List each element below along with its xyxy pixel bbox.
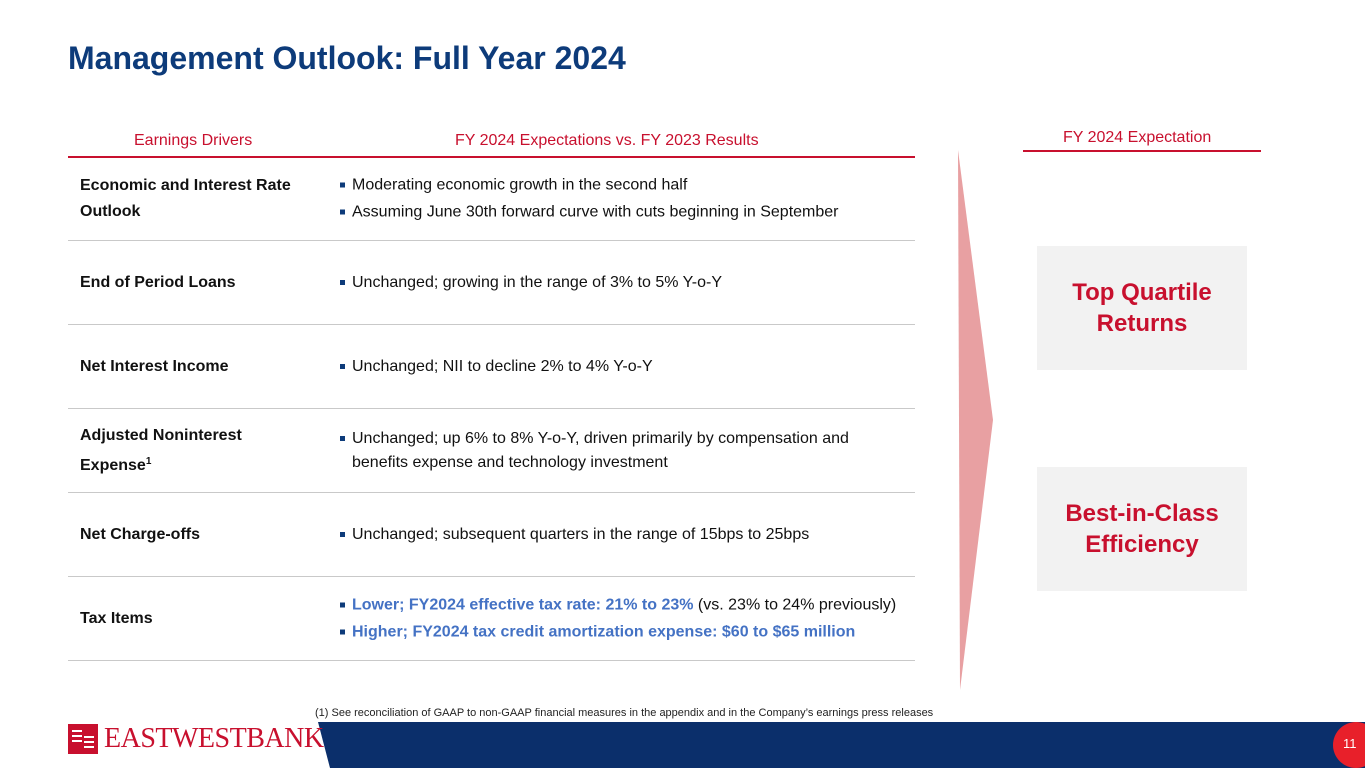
box-best-in-class-efficiency: Best-in-Class Efficiency: [1037, 467, 1247, 591]
bullet-item: Assuming June 30th forward curve with cu…: [340, 200, 900, 224]
driver-text: End of Period Loans: [80, 273, 236, 291]
table-row: Economic and Interest Rate Outlook Modera…: [68, 157, 915, 241]
driver-label: End of Period Loans: [80, 270, 315, 296]
bullet-highlight: Lower; FY2024 effective tax rate: 21% to…: [352, 596, 694, 613]
bullet-list: Moderating economic growth in the second…: [340, 170, 900, 227]
bullet-item: Unchanged; up 6% to 8% Y-o-Y, driven pri…: [340, 427, 900, 475]
table-row: Net Charge-offs Unchanged; subsequent qua…: [68, 493, 915, 577]
bullet-item: Unchanged; subsequent quarters in the ra…: [340, 523, 900, 547]
bullet-item: Unchanged; growing in the range of 3% to…: [340, 271, 900, 295]
bullet-item: Lower; FY2024 effective tax rate: 21% to…: [340, 593, 900, 617]
bullet-item: Higher; FY2024 tax credit amortization e…: [340, 620, 900, 644]
bullet-list: Lower; FY2024 effective tax rate: 21% to…: [340, 590, 900, 647]
footnote: (1) See reconciliation of GAAP to non-GA…: [315, 707, 934, 719]
table-row: End of Period Loans Unchanged; growing in…: [68, 241, 915, 325]
logo-text: EASTWESTBANK: [104, 723, 324, 754]
bullet-rest: (vs. 23% to 24% previously): [693, 596, 897, 613]
header-divider-right: [1023, 150, 1261, 152]
arrow-chevron: [958, 150, 993, 690]
footer-bar: [318, 722, 1365, 768]
header-divider: [68, 156, 915, 158]
page-title: Management Outlook: Full Year 2024: [68, 40, 626, 76]
box-top-quartile-returns: Top Quartile Returns: [1037, 246, 1247, 370]
driver-text: Net Interest Income: [80, 357, 229, 375]
driver-text: Tax Items: [80, 609, 153, 627]
bullet-highlight: Higher; FY2024 tax credit amortization e…: [352, 623, 856, 640]
bullet-item: Moderating economic growth in the second…: [340, 173, 900, 197]
driver-label: Economic and Interest Rate Outlook: [80, 173, 315, 225]
bullet-list: Unchanged; NII to decline 2% to 4% Y-o-Y: [340, 352, 900, 382]
bullet-list: Unchanged; growing in the range of 3% to…: [340, 268, 900, 298]
table-row: Adjusted Noninterest Expense1 Unchanged; …: [68, 409, 915, 493]
driver-label: Net Interest Income: [80, 354, 315, 380]
header-expectations: FY 2024 Expectations vs. FY 2023 Results: [455, 132, 759, 149]
logo: EASTWESTBANK: [68, 723, 324, 755]
bullet-item: Unchanged; NII to decline 2% to 4% Y-o-Y: [340, 355, 900, 379]
driver-label: Adjusted Noninterest Expense1: [80, 422, 315, 478]
header-fy-expectation: FY 2024 Expectation: [1063, 129, 1212, 146]
bullet-list: Unchanged; up 6% to 8% Y-o-Y, driven pri…: [340, 424, 900, 478]
table-row: Net Interest Income Unchanged; NII to dec…: [68, 325, 915, 409]
table-row: Tax Items Lower; FY2024 effective tax rat…: [68, 577, 915, 661]
bullet-list: Unchanged; subsequent quarters in the ra…: [340, 520, 900, 550]
footnote-ref: 1: [145, 455, 152, 467]
driver-text: Net Charge-offs: [80, 525, 201, 543]
driver-label: Tax Items: [80, 606, 315, 632]
driver-text: Economic and Interest Rate Outlook: [80, 176, 291, 220]
page-number: 11: [1333, 722, 1365, 768]
driver-label: Net Charge-offs: [80, 522, 315, 548]
header-earnings-drivers: Earnings Drivers: [134, 132, 253, 149]
driver-text: Adjusted Noninterest Expense: [80, 426, 242, 474]
logo-icon: [68, 724, 98, 754]
